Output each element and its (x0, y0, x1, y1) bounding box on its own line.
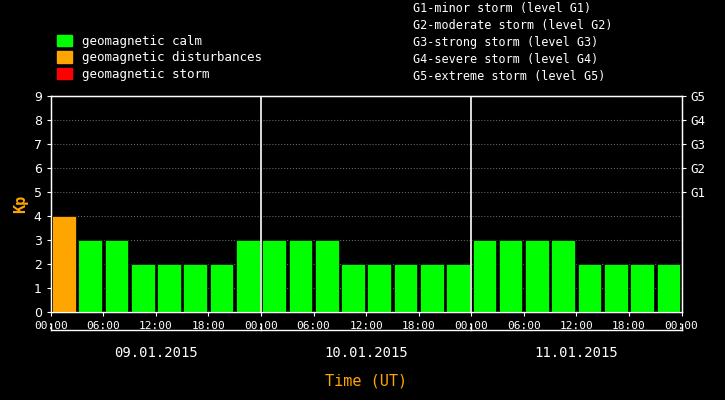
Bar (210, 264, 233, 312)
Bar (104, 240, 128, 312)
Text: Time (UT): Time (UT) (325, 373, 407, 388)
Legend: geomagnetic calm, geomagnetic disturbances, geomagnetic storm: geomagnetic calm, geomagnetic disturbanc… (57, 35, 262, 81)
Bar (525, 240, 549, 312)
Bar (394, 264, 418, 312)
Bar (604, 264, 628, 312)
Bar (473, 240, 496, 312)
Text: G1-minor storm (level G1)
G2-moderate storm (level G2)
G3-strong storm (level G3: G1-minor storm (level G1) G2-moderate st… (413, 2, 613, 83)
Text: 09.01.2015: 09.01.2015 (114, 346, 198, 360)
Bar (630, 264, 654, 312)
Text: 11.01.2015: 11.01.2015 (534, 346, 618, 360)
Bar (131, 264, 154, 312)
Bar (657, 264, 680, 312)
Y-axis label: Kp: Kp (13, 195, 28, 213)
Bar (289, 240, 312, 312)
Bar (262, 240, 286, 312)
Bar (499, 240, 523, 312)
Bar (157, 264, 181, 312)
Bar (368, 264, 391, 312)
Text: 10.01.2015: 10.01.2015 (324, 346, 408, 360)
Bar (52, 216, 75, 312)
Bar (420, 264, 444, 312)
Bar (315, 240, 339, 312)
Bar (78, 240, 102, 312)
Bar (341, 264, 365, 312)
Bar (447, 264, 470, 312)
Bar (552, 240, 575, 312)
Bar (183, 264, 207, 312)
Bar (236, 240, 260, 312)
Bar (578, 264, 601, 312)
